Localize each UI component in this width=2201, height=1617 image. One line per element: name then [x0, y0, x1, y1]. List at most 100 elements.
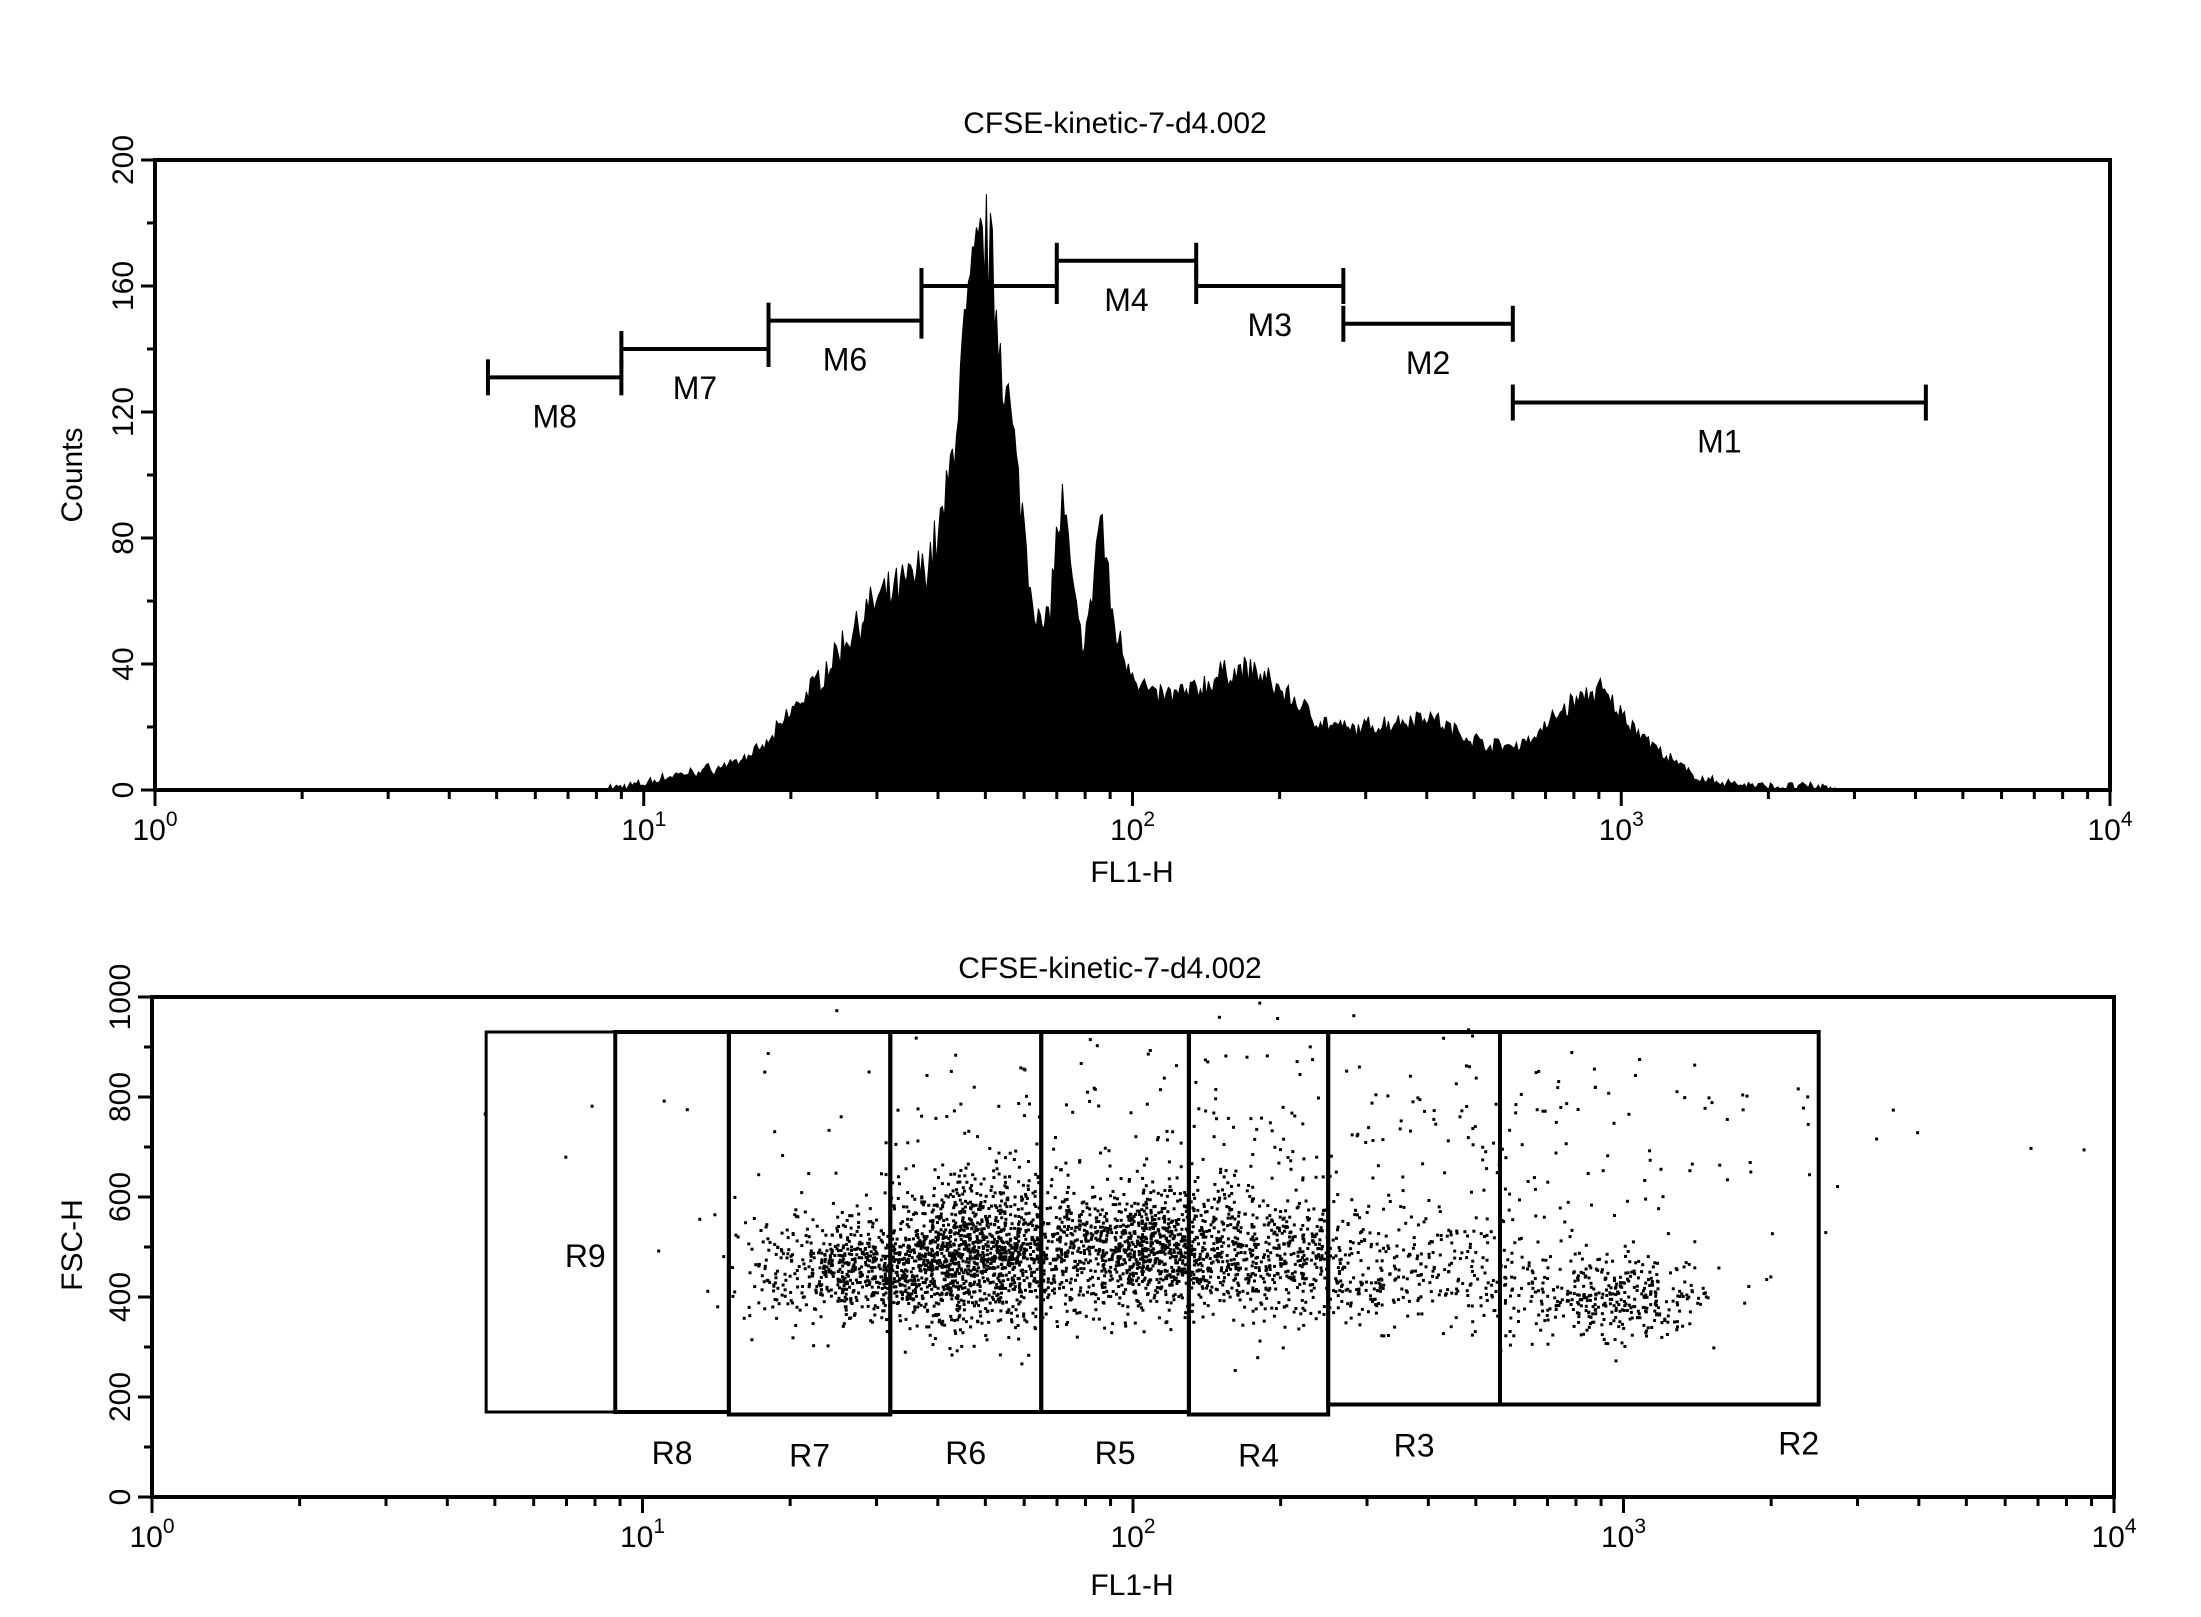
- scatter-point: [947, 1253, 951, 1257]
- scatter-point: [1349, 1247, 1353, 1251]
- scatter-point: [973, 1177, 977, 1181]
- scatter-point: [1605, 1288, 1608, 1292]
- scatter-point: [909, 1218, 913, 1222]
- scatter-point: [1236, 1237, 1240, 1241]
- scatter-point: [861, 1285, 864, 1289]
- scatter-point: [1084, 1236, 1088, 1239]
- scatter-point: [1168, 1243, 1172, 1247]
- scatter-point: [1612, 1319, 1616, 1323]
- marker-label: M3: [1248, 307, 1292, 343]
- scatter-point: [1558, 1206, 1562, 1210]
- scatter-point: [1210, 1248, 1214, 1251]
- scatter-point: [1268, 1268, 1272, 1271]
- scatter-point: [1020, 1216, 1023, 1220]
- scatter-point: [947, 1237, 951, 1240]
- scatter-point: [1144, 1227, 1148, 1230]
- scatter-point: [919, 1246, 923, 1250]
- scatter-point: [1289, 1159, 1293, 1163]
- scatter-point: [1081, 1222, 1085, 1226]
- scatter-point: [1129, 1111, 1133, 1115]
- scatter-point: [1019, 1248, 1023, 1252]
- scatter-point: [1029, 1242, 1033, 1246]
- scatter-point: [1253, 1243, 1257, 1246]
- scatter-point: [1504, 1156, 1508, 1160]
- scatter-point: [949, 1254, 953, 1258]
- scatter-point: [1062, 1259, 1066, 1262]
- scatter-point: [1589, 1293, 1593, 1297]
- scatter-point: [860, 1256, 864, 1260]
- scatter-point: [1324, 1251, 1328, 1255]
- scatter-point: [939, 1207, 943, 1211]
- scatter-point: [1252, 1197, 1255, 1201]
- scatter-point: [1125, 1270, 1129, 1273]
- scatter-point: [1455, 1229, 1459, 1233]
- scatter-point: [1633, 1297, 1637, 1301]
- marker-label: M4: [1104, 282, 1148, 318]
- scatter-point: [962, 1292, 966, 1295]
- scatter-point: [685, 1108, 689, 1112]
- scatter-point: [1005, 1205, 1009, 1209]
- scatter-point: [1580, 1257, 1584, 1261]
- scatter-point: [907, 1286, 911, 1290]
- scatter-point: [1140, 1244, 1144, 1247]
- scatter-point: [879, 1258, 883, 1262]
- scatter-point: [836, 1270, 840, 1273]
- scatter-point: [1378, 1286, 1382, 1290]
- scatter-point: [1356, 1251, 1360, 1254]
- scatter-point: [1178, 1258, 1182, 1262]
- scatter-point: [1741, 1108, 1745, 1112]
- scatter-point: [830, 1233, 834, 1237]
- scatter-point: [1004, 1221, 1008, 1225]
- scatter-point: [1476, 1277, 1480, 1281]
- scatter-point: [1615, 1300, 1619, 1304]
- scatter-point: [744, 1221, 747, 1225]
- scatter-point: [892, 1231, 896, 1235]
- scatter-point: [916, 1236, 920, 1239]
- scatter-point: [940, 1245, 944, 1249]
- scatter-point: [1413, 1243, 1416, 1247]
- scatter-point: [1323, 1276, 1327, 1280]
- scatter-point: [1309, 1289, 1313, 1293]
- scatter-point: [1629, 1306, 1633, 1310]
- scatter-point: [1629, 1310, 1633, 1314]
- scatter-point: [915, 1324, 919, 1328]
- scatter-point: [1402, 1275, 1406, 1279]
- scatter-point: [1353, 1213, 1357, 1217]
- scatter-point: [958, 1234, 962, 1238]
- scatter-point: [1394, 1267, 1397, 1271]
- scatter-point: [1179, 1239, 1183, 1243]
- scatter-point: [1089, 1269, 1093, 1273]
- scatter-point: [1309, 1258, 1313, 1262]
- scatter-point: [1517, 1237, 1521, 1241]
- scatter-point: [937, 1320, 941, 1324]
- scatter-point: [1627, 1112, 1631, 1116]
- scatter-point: [1558, 1301, 1562, 1304]
- scatter-point: [1215, 1117, 1218, 1121]
- scatter-point: [1437, 1293, 1441, 1297]
- marker-m5: [919, 268, 1059, 304]
- scatter-point: [1293, 1235, 1297, 1239]
- scatter-point: [815, 1284, 819, 1288]
- scatter-point: [1419, 1295, 1423, 1299]
- scatter-point: [1387, 1193, 1391, 1197]
- scatter-point: [1084, 1314, 1088, 1318]
- scatter-point: [983, 1200, 987, 1203]
- scatter-point: [1132, 1262, 1136, 1266]
- scatter-point: [1066, 1205, 1070, 1208]
- scatter-point: [985, 1258, 989, 1262]
- scatter-point: [1683, 1096, 1687, 1100]
- scatter-point: [1474, 1250, 1478, 1254]
- scatter-point: [895, 1302, 899, 1305]
- scatter-point: [1127, 1218, 1131, 1222]
- scatter-point: [918, 1252, 921, 1256]
- scatter-point: [1417, 1223, 1420, 1227]
- scatter-point: [1083, 1252, 1086, 1255]
- scatter-point: [1622, 1326, 1626, 1330]
- scatter-point: [1341, 1267, 1344, 1271]
- scatter-point: [1302, 1258, 1306, 1262]
- scatter-point: [1159, 1088, 1162, 1092]
- scatter-point: [986, 1225, 990, 1229]
- scatter-point: [934, 1230, 938, 1234]
- scatter-point: [940, 1247, 944, 1251]
- scatter-point: [1042, 1298, 1045, 1302]
